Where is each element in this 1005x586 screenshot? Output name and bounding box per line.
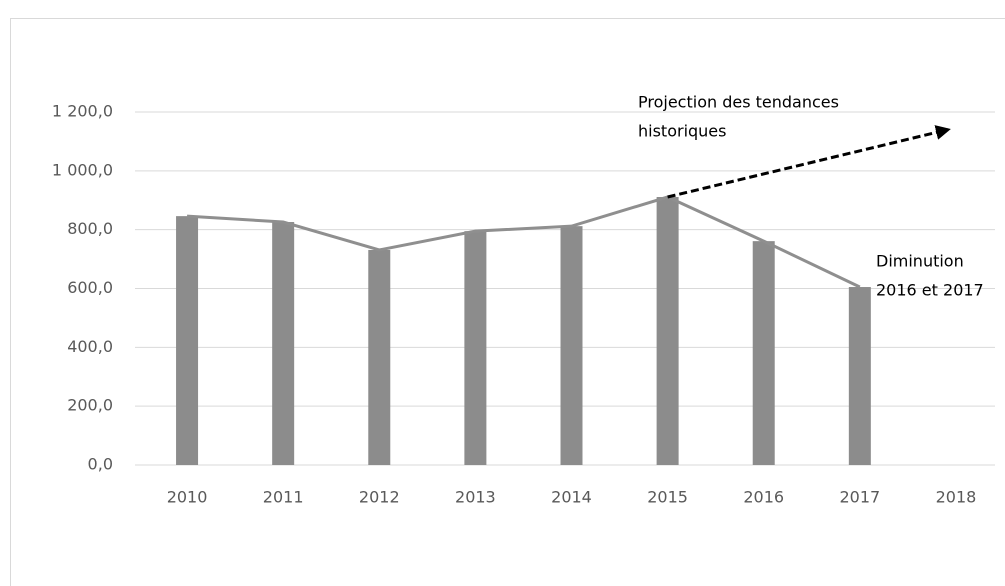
x-tick-label: 2017 <box>839 488 880 507</box>
bar <box>752 241 775 465</box>
y-tick-label: 0,0 <box>88 455 113 474</box>
x-tick-label: 2015 <box>647 488 688 507</box>
y-tick-label: 800,0 <box>67 219 113 238</box>
y-tick-label: 200,0 <box>67 396 113 415</box>
x-tick-label: 2013 <box>455 488 496 507</box>
bar <box>368 249 391 465</box>
x-tick-label: 2014 <box>551 488 592 507</box>
bar <box>656 197 679 465</box>
x-tick-label: 2011 <box>263 488 304 507</box>
y-tick-label: 1 200,0 <box>52 102 113 121</box>
annotation: historiques <box>638 122 726 141</box>
bar <box>464 231 487 465</box>
bar <box>560 226 583 465</box>
x-tick-label: 2010 <box>167 488 208 507</box>
x-tick-label: 2018 <box>936 488 977 507</box>
annotation: 2016 et 2017 <box>876 281 984 300</box>
line <box>186 195 861 289</box>
annotation: Diminution <box>876 252 964 271</box>
x-tick-label: 2016 <box>743 488 784 507</box>
projection-arrow <box>667 125 951 199</box>
y-tick-label: 600,0 <box>67 278 113 297</box>
annotation: Projection des tendances <box>638 93 839 112</box>
y-tick-label: 1 000,0 <box>52 160 113 179</box>
bar <box>848 287 871 465</box>
bar <box>176 216 199 465</box>
y-tick-label: 400,0 <box>67 337 113 356</box>
x-tick-label: 2012 <box>359 488 400 507</box>
bar <box>272 222 295 465</box>
